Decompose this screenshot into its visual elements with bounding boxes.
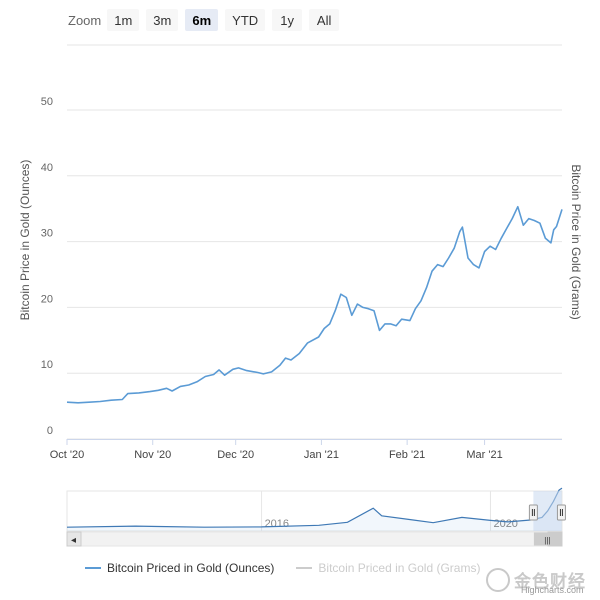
- legend-swatch-grams: [296, 567, 313, 569]
- navigator-frame: [66, 490, 563, 532]
- y-axis-title-right: Bitcoin Price in Gold (Grams): [569, 164, 583, 319]
- x-tick-label: Dec '20: [217, 449, 254, 461]
- legend-swatch-ounces: [85, 567, 101, 569]
- scrollbar-left-button[interactable]: [66, 531, 82, 547]
- scrollbar-thumb[interactable]: [533, 532, 562, 546]
- legend-item-ounces[interactable]: Bitcoin Priced in Gold (Ounces): [85, 561, 274, 575]
- y-axis-ticks: 0 10 20 30 40 50: [41, 96, 53, 437]
- y-tick-label: 30: [41, 228, 53, 240]
- chevron-left-icon: ◂: [71, 535, 76, 546]
- x-tick-label: Feb '21: [389, 449, 425, 461]
- series-group: [66, 205, 563, 404]
- watermark: 金色财经: [486, 567, 586, 592]
- scrollbar-grip-icon: |||: [544, 536, 550, 545]
- zoom-button-group: 1m 3m 6m YTD 1y All: [107, 9, 346, 31]
- zoom-button-all[interactable]: All: [309, 9, 340, 31]
- legend-label-ounces: Bitcoin Priced in Gold (Ounces): [107, 561, 275, 575]
- zoom-button-6m[interactable]: 6m: [185, 9, 219, 31]
- zoom-bar: Zoom 1m 3m 6m YTD 1y All: [68, 9, 346, 31]
- y-tick-label: 40: [41, 162, 53, 174]
- y-tick-label: 10: [41, 359, 53, 371]
- legend-item-grams[interactable]: Bitcoin Priced in Gold (Grams): [296, 561, 480, 575]
- y-tick-label: 0: [47, 425, 53, 437]
- y-tick-label: 20: [41, 293, 53, 305]
- scrollbar-track[interactable]: [66, 531, 563, 547]
- zoom-button-3m[interactable]: 3m: [146, 9, 179, 31]
- legend: Bitcoin Priced in Gold (Ounces) Bitcoin …: [85, 561, 502, 575]
- y-tick-label: 50: [41, 96, 53, 108]
- zoom-button-1m[interactable]: 1m: [107, 9, 140, 31]
- x-tick-label: Jan '21: [304, 449, 339, 461]
- zoom-button-ytd[interactable]: YTD: [225, 9, 266, 31]
- watermark-logo-icon: [486, 567, 510, 592]
- navigator-handle-right[interactable]: [556, 504, 566, 521]
- grid: [67, 44, 562, 440]
- zoom-label: Zoom: [68, 12, 102, 28]
- legend-label-grams: Bitcoin Priced in Gold (Grams): [318, 561, 481, 575]
- series-line-ounces[interactable]: [66, 205, 563, 404]
- navigator-selected-range[interactable]: [533, 491, 562, 531]
- x-tick-label: Mar '21: [466, 449, 502, 461]
- zoom-button-1y[interactable]: 1y: [272, 9, 303, 31]
- credits-link[interactable]: Highcharts.com: [521, 585, 584, 595]
- watermark-text: 金色财经: [514, 572, 586, 591]
- navigator-handle-left[interactable]: [528, 504, 538, 521]
- x-axis: Oct '20 Nov '20 Dec '20 Jan '21 Feb '21 Mar '…: [50, 439, 562, 461]
- x-tick-label: Oct '20: [50, 449, 85, 461]
- navigator[interactable]: 20162020◂▸|||: [66, 487, 566, 547]
- x-tick-label: Nov '20: [134, 449, 171, 461]
- y-axis-title-left: Bitcoin Price in Gold (Ounces): [18, 160, 32, 321]
